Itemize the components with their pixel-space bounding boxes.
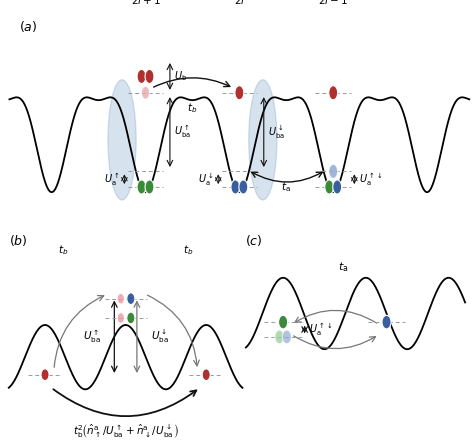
Text: $2i$: $2i$ xyxy=(234,0,245,6)
Text: $U_{\rm a}^{\downarrow}$: $U_{\rm a}^{\downarrow}$ xyxy=(198,171,214,188)
Text: $2i+1$: $2i+1$ xyxy=(130,0,161,6)
Text: $U_{\rm b}$: $U_{\rm b}$ xyxy=(173,69,187,83)
Circle shape xyxy=(145,180,154,194)
Circle shape xyxy=(137,69,146,83)
Circle shape xyxy=(137,180,146,194)
Text: $t_b$: $t_b$ xyxy=(58,244,68,258)
Circle shape xyxy=(145,69,154,83)
Text: $(a)$: $(a)$ xyxy=(19,18,37,34)
Circle shape xyxy=(333,180,342,194)
Circle shape xyxy=(231,180,240,194)
Text: $U_{\rm ba}^{\uparrow}$: $U_{\rm ba}^{\uparrow}$ xyxy=(173,124,191,141)
Text: $U_{\rm a}^{\uparrow}$: $U_{\rm a}^{\uparrow}$ xyxy=(104,171,120,188)
Text: $U_{\rm ba}^{\downarrow}$: $U_{\rm ba}^{\downarrow}$ xyxy=(151,328,169,345)
Circle shape xyxy=(202,369,210,380)
Text: $U_{\rm a}^{\uparrow\downarrow}$: $U_{\rm a}^{\uparrow\downarrow}$ xyxy=(309,321,333,338)
Text: $t_{\rm a}$: $t_{\rm a}$ xyxy=(282,181,291,194)
Circle shape xyxy=(283,330,292,344)
Circle shape xyxy=(239,180,248,194)
Circle shape xyxy=(279,315,288,329)
Text: $t_{\rm b}^2\!\left(\hat{n}_\uparrow^{\rm a}/U_{\rm ba}^{\uparrow}+\hat{n}_\down: $t_{\rm b}^2\!\left(\hat{n}_\uparrow^{\r… xyxy=(73,422,178,440)
Text: $U_{\rm ba}^{\downarrow}$: $U_{\rm ba}^{\downarrow}$ xyxy=(267,124,284,141)
Text: $t_b$: $t_b$ xyxy=(183,244,193,258)
Text: $(b)$: $(b)$ xyxy=(9,233,27,248)
Circle shape xyxy=(382,315,391,329)
Circle shape xyxy=(325,180,334,194)
Circle shape xyxy=(142,86,149,99)
Text: $t_{\rm a}$: $t_{\rm a}$ xyxy=(338,260,348,274)
Circle shape xyxy=(117,313,124,323)
Text: $(c)$: $(c)$ xyxy=(245,233,263,248)
Ellipse shape xyxy=(108,80,136,200)
Circle shape xyxy=(329,164,337,178)
Circle shape xyxy=(127,312,135,324)
Text: $U_{\rm a}^{\uparrow\downarrow}$: $U_{\rm a}^{\uparrow\downarrow}$ xyxy=(359,171,383,188)
Text: $2i-1$: $2i-1$ xyxy=(318,0,348,6)
Circle shape xyxy=(127,293,135,305)
Ellipse shape xyxy=(249,80,277,200)
Text: $t_b$: $t_b$ xyxy=(187,101,198,115)
Circle shape xyxy=(235,86,244,100)
Text: $U_{\rm ba}^{\uparrow}$: $U_{\rm ba}^{\uparrow}$ xyxy=(82,328,100,345)
Circle shape xyxy=(329,86,337,100)
Circle shape xyxy=(275,330,284,344)
Circle shape xyxy=(117,293,124,304)
Circle shape xyxy=(41,369,49,380)
